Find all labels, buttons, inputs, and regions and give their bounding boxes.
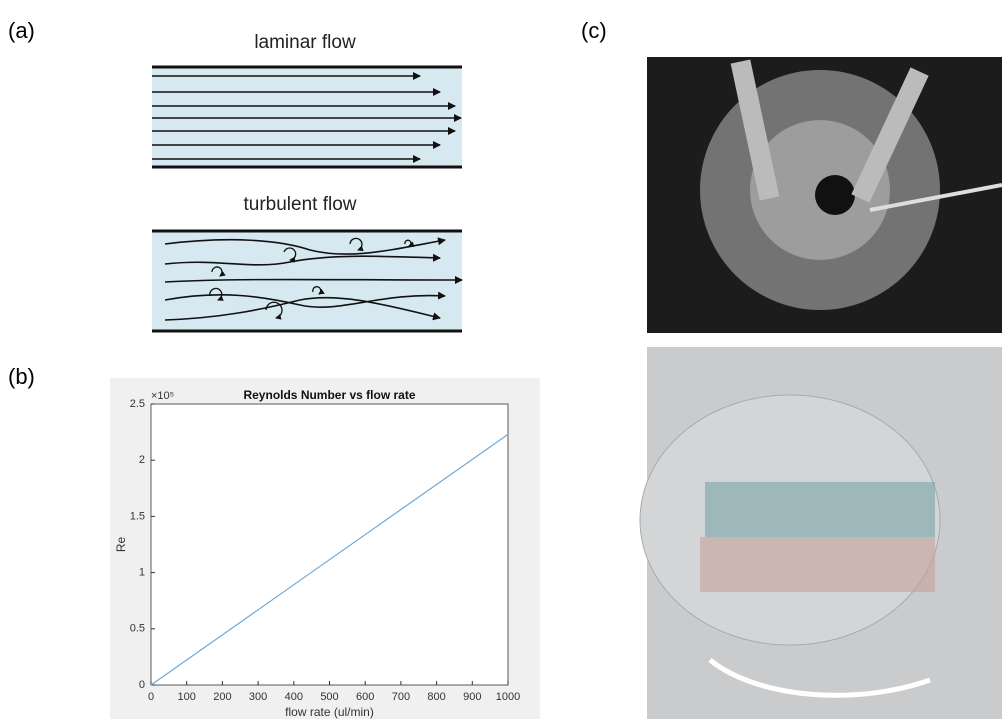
y-tick-label: 2.5 bbox=[130, 398, 145, 410]
photo-top bbox=[647, 57, 1002, 333]
panel-label: (c) bbox=[581, 18, 607, 43]
turbulent-diagram: turbulent flow bbox=[152, 194, 463, 333]
x-tick-label: 300 bbox=[249, 691, 267, 703]
y-tick-label: 0.5 bbox=[130, 623, 145, 635]
x-tick-label: 0 bbox=[148, 691, 154, 703]
x-tick-label: 400 bbox=[285, 691, 303, 703]
y-tick-label: 1 bbox=[139, 567, 145, 579]
y-tick-label: 1.5 bbox=[130, 510, 145, 522]
laminar-diagram: laminar flow bbox=[152, 32, 462, 169]
y-tick-label: 0 bbox=[139, 679, 145, 691]
x-tick-label: 200 bbox=[213, 691, 231, 703]
y-axis-label: Re bbox=[114, 537, 128, 553]
x-tick-label: 100 bbox=[178, 691, 196, 703]
y-tick-label: 2 bbox=[139, 454, 145, 466]
x-tick-label: 600 bbox=[356, 691, 374, 703]
data-line bbox=[150, 433, 509, 686]
panel-label: (a) bbox=[8, 18, 35, 43]
photo-bottom bbox=[639, 347, 1002, 719]
x-tick-label: 1000 bbox=[496, 691, 520, 703]
diagram-title: laminar flow bbox=[254, 32, 356, 53]
plot-area bbox=[150, 403, 509, 686]
chart-title: Reynolds Number vs flow rate bbox=[243, 388, 415, 402]
x-tick-label: 700 bbox=[392, 691, 410, 703]
x-tick-label: 900 bbox=[463, 691, 481, 703]
x-axis-label: flow rate (ul/min) bbox=[285, 705, 374, 719]
x-tick-label: 500 bbox=[320, 691, 338, 703]
panel-label: (b) bbox=[8, 364, 35, 389]
x-tick-label: 800 bbox=[427, 691, 445, 703]
y-multiplier: ×10⁵ bbox=[151, 390, 174, 402]
diagram-title: turbulent flow bbox=[243, 194, 356, 215]
chart: 0 0.5 1 1.5 2 2.5 0 100 200 300 400 500 600 700 800 900… bbox=[114, 388, 520, 719]
